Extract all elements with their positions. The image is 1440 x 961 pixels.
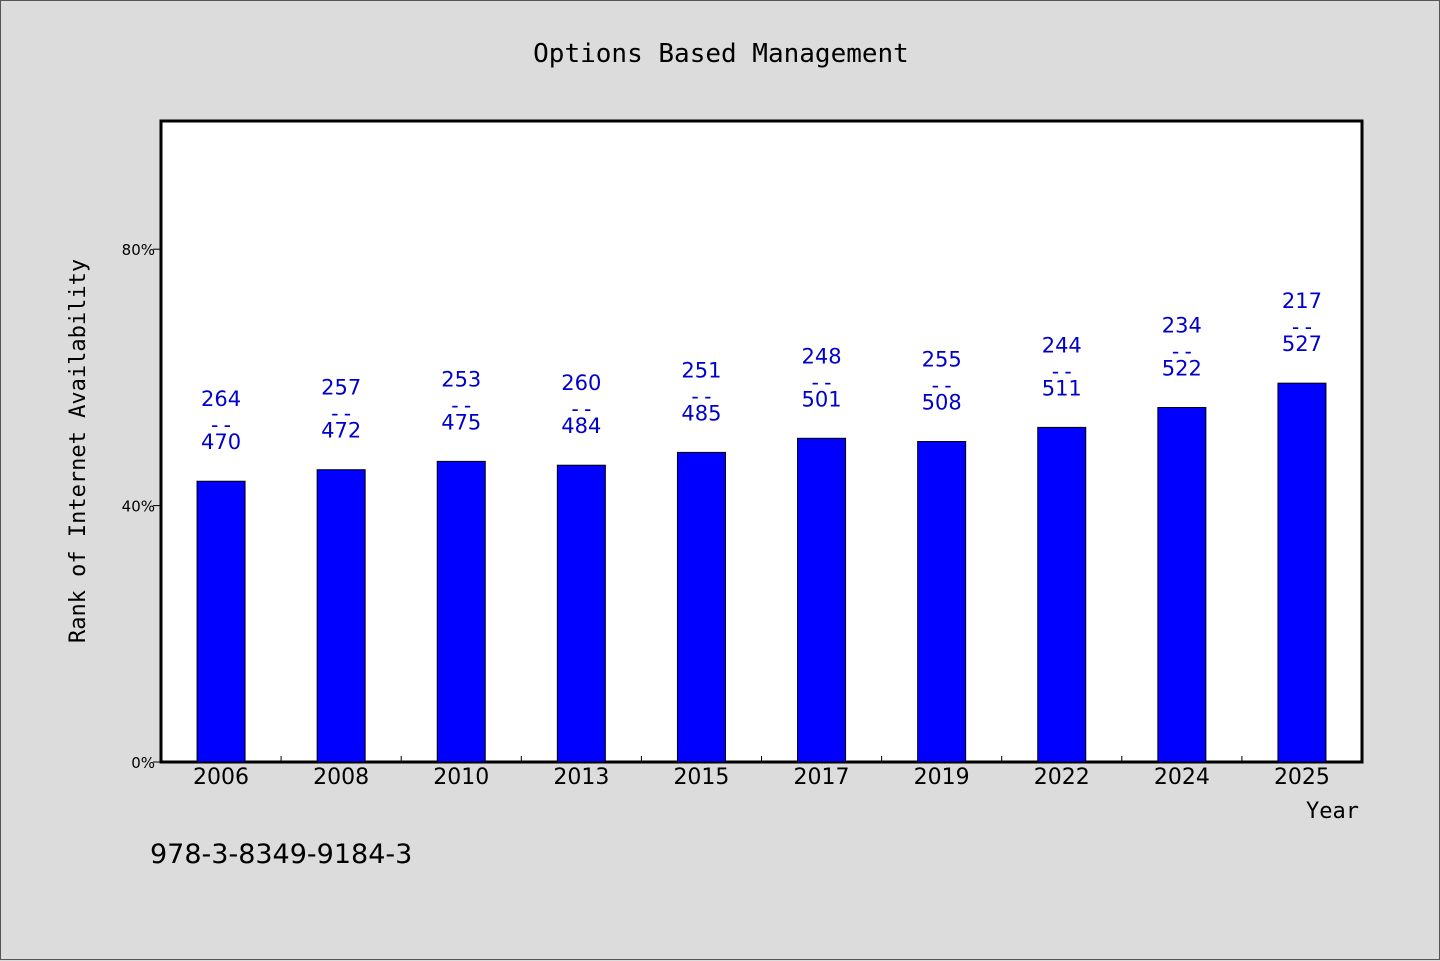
x-ticks-group: 2006 2008 2010 2013 2015 2017 2019 2022 2024 2025 xyxy=(193,756,1330,790)
bar-2013 xyxy=(556,464,606,763)
bar-2024 xyxy=(1157,407,1207,763)
bar-label-separator: -- xyxy=(1289,315,1314,339)
bars-group xyxy=(196,382,1327,763)
bar-labels-group: 264--470257--472253--475260--484251--485… xyxy=(201,289,1322,454)
bar-2008 xyxy=(316,469,366,763)
bar-2015 xyxy=(676,451,726,763)
bar-2022 xyxy=(1037,426,1087,763)
y-tick-label: 40% xyxy=(122,498,155,516)
bar-label-top: 264 xyxy=(201,387,241,411)
bar-label-top: 251 xyxy=(681,358,721,382)
bar-label-top: 248 xyxy=(802,344,842,368)
x-tick-label: 2017 xyxy=(794,765,850,790)
bar-label-separator: -- xyxy=(689,384,714,408)
x-tick-label: 2025 xyxy=(1274,765,1330,790)
x-tick-label: 2006 xyxy=(193,765,249,790)
x-tick-label: 2019 xyxy=(914,765,970,790)
bar-label-bottom: 485 xyxy=(681,401,721,425)
x-tick-label: 2013 xyxy=(553,765,609,790)
bar-label-bottom: 522 xyxy=(1162,357,1202,381)
bar-label-bottom: 472 xyxy=(321,419,361,443)
bar-label-top: 244 xyxy=(1042,333,1082,357)
x-tick-label: 2015 xyxy=(673,765,729,790)
x-tick-label: 2024 xyxy=(1154,765,1210,790)
bar-label-separator: -- xyxy=(329,402,354,426)
x-tick-label: 2010 xyxy=(433,765,489,790)
bar-label-top: 257 xyxy=(321,376,361,400)
bar-label-top: 255 xyxy=(922,348,962,372)
x-axis-label: Year xyxy=(1306,799,1359,824)
bar-2019 xyxy=(917,441,967,763)
bar-2010 xyxy=(436,460,486,763)
bar-label-top: 234 xyxy=(1162,314,1202,338)
bar-label-separator: -- xyxy=(569,397,594,421)
bar-label-separator: -- xyxy=(1049,359,1074,383)
bar-label-separator: -- xyxy=(449,393,474,417)
x-tick-label: 2008 xyxy=(313,765,369,790)
bar-2025 xyxy=(1277,382,1327,763)
bar-label-bottom: 484 xyxy=(561,414,601,438)
bar-label-top: 260 xyxy=(561,371,601,395)
bar-label-bottom: 527 xyxy=(1282,332,1322,356)
y-axis-label: Rank of Internet Availability xyxy=(66,259,91,643)
bar-label-separator: -- xyxy=(809,370,834,394)
bar-label-bottom: 475 xyxy=(441,410,481,434)
x-tick-label: 2022 xyxy=(1034,765,1090,790)
bar-label-top: 217 xyxy=(1282,289,1322,313)
y-tick-label: 0% xyxy=(131,754,155,772)
y-tick-label: 80% xyxy=(122,241,155,259)
chart-title: Options Based Management xyxy=(533,39,909,69)
bar-label-separator: -- xyxy=(1169,340,1194,364)
bar-label-top: 253 xyxy=(441,367,481,391)
bar-label-bottom: 511 xyxy=(1042,376,1082,400)
bar-2006 xyxy=(196,480,246,763)
isbn-text: 978-3-8349-9184-3 xyxy=(150,839,412,870)
bar-2017 xyxy=(797,437,847,763)
bar-label-bottom: 508 xyxy=(922,391,962,415)
bar-label-bottom: 501 xyxy=(802,387,842,411)
bar-label-separator: -- xyxy=(208,413,233,437)
bar-label-bottom: 470 xyxy=(201,430,241,454)
y-ticks-group: 0% 40% 80% xyxy=(122,241,161,772)
bar-label-separator: -- xyxy=(929,374,954,398)
